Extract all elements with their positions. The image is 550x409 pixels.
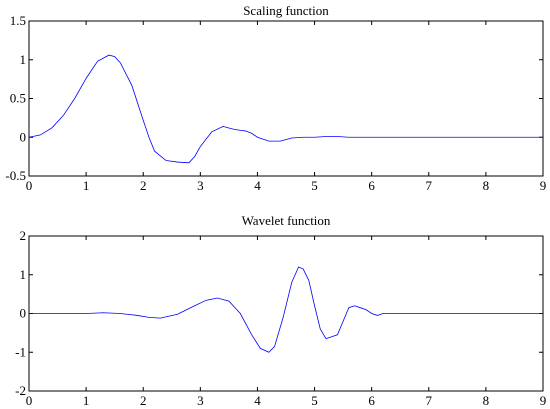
series-line <box>28 54 543 164</box>
y-tick-label: 0 <box>20 129 27 144</box>
y-tick-label: 1 <box>20 52 27 67</box>
x-tick-label: 1 <box>83 393 90 408</box>
x-tick-label: 0 <box>26 178 33 193</box>
x-tick-label: 2 <box>140 393 147 408</box>
x-tick-label: 9 <box>540 393 547 408</box>
y-tick-label: -0.5 <box>5 168 26 183</box>
x-tick-label: 0 <box>26 393 33 408</box>
y-tick-label: 0.5 <box>10 91 26 106</box>
x-tick-label: 7 <box>426 393 433 408</box>
x-tick-label: 9 <box>540 178 547 193</box>
x-tick-label: 4 <box>254 393 261 408</box>
chart-title: Wavelet function <box>242 213 331 228</box>
x-tick-label: 5 <box>311 393 318 408</box>
x-tick-label: 8 <box>483 178 490 193</box>
y-tick-label: 1 <box>20 267 27 282</box>
x-tick-label: 5 <box>311 178 318 193</box>
x-tick-label: 3 <box>197 393 204 408</box>
x-tick-label: 7 <box>426 178 433 193</box>
scaling-function-plot: Scaling function 0 1 2 3 4 5 6 7 8 9-0.500.511.5 <box>5 3 546 193</box>
x-tick-label: 4 <box>254 178 261 193</box>
y-tick-label: 2 <box>20 228 27 243</box>
y-tick-label: 0 <box>20 306 27 321</box>
chart-title: Scaling function <box>243 3 329 18</box>
y-tick-label: 1.5 <box>10 13 26 28</box>
x-tick-label: 3 <box>197 178 204 193</box>
x-tick-label: 8 <box>483 393 490 408</box>
y-tick-label: -1 <box>15 344 26 359</box>
wavelet-function-plot: Wavelet function 0 1 2 3 4 5 6 7 8 9 -2 -1 0 1 2 <box>15 213 546 408</box>
series-line <box>29 266 543 353</box>
x-tick-label: 2 <box>140 178 147 193</box>
plot-area <box>28 20 544 177</box>
x-tick-label: 6 <box>368 393 375 408</box>
x-tick-label: 6 <box>368 178 375 193</box>
y-tick-label: -2 <box>15 383 26 398</box>
x-tick-label: 1 <box>83 178 90 193</box>
